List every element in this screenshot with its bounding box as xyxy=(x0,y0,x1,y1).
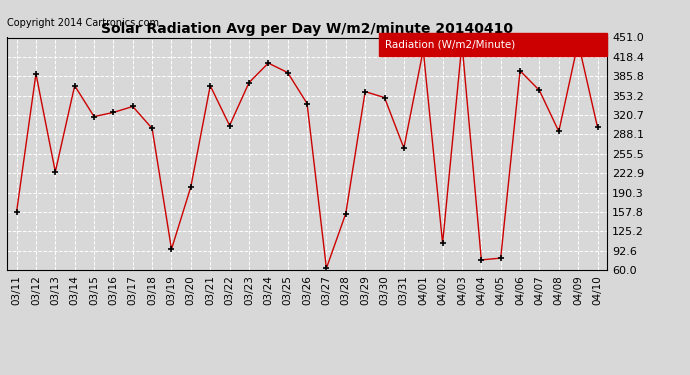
Text: Radiation (W/m2/Minute): Radiation (W/m2/Minute) xyxy=(385,39,515,50)
Text: Copyright 2014 Cartronics.com: Copyright 2014 Cartronics.com xyxy=(7,18,159,28)
Bar xyxy=(379,33,607,56)
Title: Solar Radiation Avg per Day W/m2/minute 20140410: Solar Radiation Avg per Day W/m2/minute … xyxy=(101,22,513,36)
